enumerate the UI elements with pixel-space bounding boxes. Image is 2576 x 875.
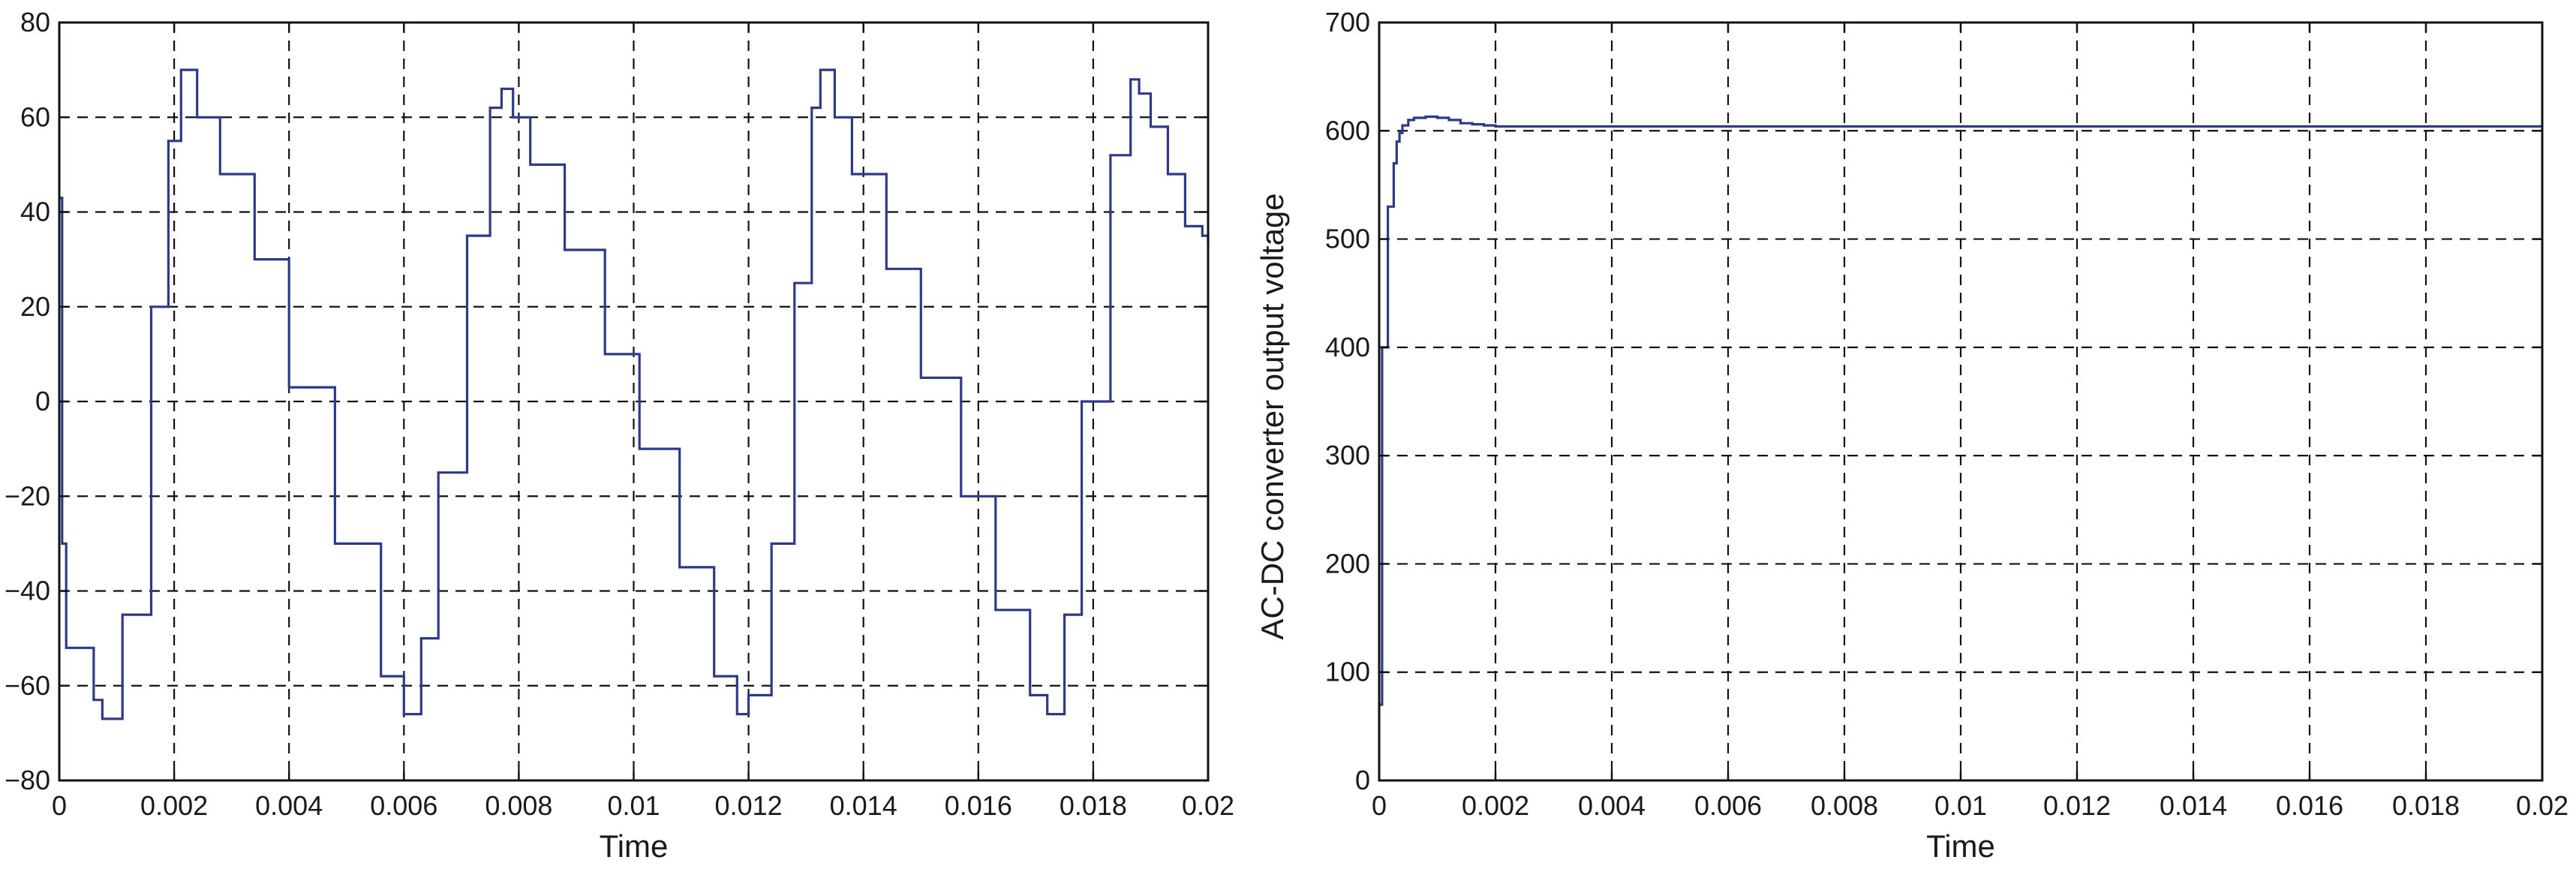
left-chart-y-tick-label: 60 [20, 101, 50, 132]
right-chart-y-tick-label: 400 [1325, 332, 1370, 362]
left-chart-series [59, 68, 1210, 720]
left-chart-y-tick-label: 40 [20, 197, 50, 227]
left-chart-x-tick-label: 0.014 [830, 790, 897, 821]
left-chart-x-tick-label: 0.018 [1060, 790, 1127, 821]
right-chart-series [1379, 115, 2542, 706]
left-chart-x-tick-label: 0.008 [485, 790, 552, 821]
right-chart-y-tick-label: 700 [1325, 7, 1370, 38]
left-chart-y-tick-label: −80 [5, 765, 50, 795]
right-chart-ticks [1378, 21, 2544, 782]
left-chart-x-tick-label: 0.01 [607, 790, 660, 821]
right-chart-y-axis-label: AC-DC converter output voltage [1255, 193, 1290, 639]
right-chart-y-tick-label: 100 [1325, 657, 1370, 687]
left-chart-x-tick-label: 0 [52, 790, 67, 821]
left-chart: 0 0.002 0.004 0.006 0.008 0.01 0.012 0.014 0.016… [5, 7, 1234, 864]
left-chart-x-tick-label: 0.002 [140, 790, 208, 821]
left-chart-x-tick-label: 0.012 [715, 790, 783, 821]
right-chart-series-line [1379, 115, 2542, 706]
left-chart-y-tick-label: 20 [20, 291, 50, 322]
left-chart-y-tick-label: −60 [5, 670, 50, 701]
right-chart-x-tick-label: 0.016 [2276, 790, 2343, 821]
left-chart-y-tick-label: 0 [35, 386, 50, 416]
left-chart-grid [59, 23, 1208, 780]
left-chart-y-tick-label: −40 [5, 576, 50, 606]
left-chart-y-tick-label: −20 [5, 480, 50, 511]
right-chart-x-tick-label: 0.012 [2043, 790, 2111, 821]
left-chart-xtick-labels: 0 0.002 0.004 0.006 0.008 0.01 0.012 0.014 0.016… [52, 790, 1234, 821]
left-chart-x-tick-label: 0.016 [945, 790, 1012, 821]
right-chart-y-tick-label: 500 [1325, 224, 1370, 254]
right-chart-x-axis-label: Time [1926, 828, 1995, 864]
right-chart-y-tick-label: 600 [1325, 115, 1370, 146]
right-chart-y-tick-label: 300 [1325, 440, 1370, 471]
left-chart-y-tick-label: 80 [20, 7, 50, 38]
right-chart-xtick-labels: 0 0.002 0.004 0.006 0.008 0.01 0.012 0.014 0.016… [1372, 790, 2568, 821]
right-chart-ytick-labels: 0 100 200 300 400 500 600 700 [1325, 7, 1370, 795]
left-chart-ticks [58, 21, 1210, 782]
left-chart-x-tick-label: 0.004 [255, 790, 323, 821]
right-chart-x-tick-label: 0.01 [1934, 790, 1987, 821]
right-chart-y-tick-label: 200 [1325, 548, 1370, 579]
right-chart: 0 0.002 0.004 0.006 0.008 0.01 0.012 0.014 0.016… [1255, 7, 2568, 864]
right-chart-x-tick-label: 0.018 [2392, 790, 2460, 821]
left-chart-series-line [59, 68, 1210, 720]
right-chart-grid [1379, 23, 2542, 780]
right-chart-x-tick-label: 0 [1372, 790, 1387, 821]
right-chart-x-tick-label: 0.002 [1462, 790, 1529, 821]
left-chart-x-tick-label: 0.006 [370, 790, 437, 821]
left-chart-x-tick-label: 0.02 [1182, 790, 1234, 821]
left-chart-x-axis-label: Time [600, 828, 669, 864]
left-chart-ytick-labels: −80 −60 −40 −20 0 20 40 60 80 [5, 7, 50, 795]
right-chart-x-tick-label: 0.004 [1578, 790, 1646, 821]
right-chart-x-tick-label: 0.006 [1694, 790, 1762, 821]
right-chart-x-tick-label: 0.02 [2516, 790, 2568, 821]
right-chart-y-tick-label: 0 [1355, 765, 1370, 795]
right-chart-x-tick-label: 0.008 [1811, 790, 1878, 821]
right-chart-x-tick-label: 0.014 [2160, 790, 2227, 821]
